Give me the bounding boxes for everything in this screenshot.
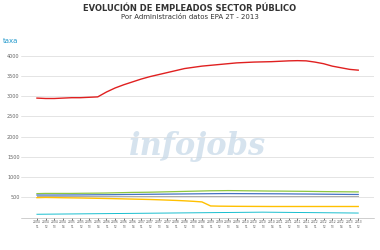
Text: taxa: taxa [3, 38, 19, 44]
Text: infojobs: infojobs [129, 130, 266, 162]
Text: EVOLUCIÓN DE EMPLEADOS SECTOR PÚBLICO: EVOLUCIÓN DE EMPLEADOS SECTOR PÚBLICO [84, 4, 296, 13]
Text: Por Administración datos EPA 2T - 2013: Por Administración datos EPA 2T - 2013 [121, 14, 259, 20]
